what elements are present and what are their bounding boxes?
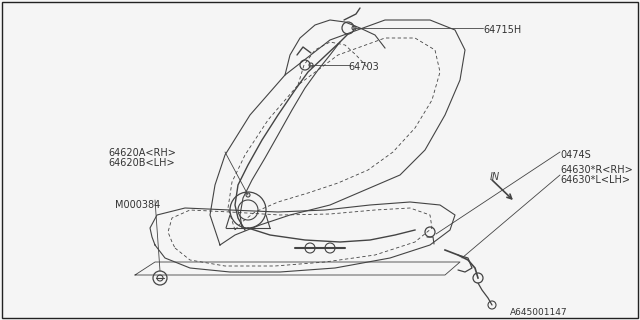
Text: A645001147: A645001147 bbox=[510, 308, 568, 317]
Text: M000384: M000384 bbox=[115, 200, 160, 210]
Text: 64715H: 64715H bbox=[483, 25, 521, 35]
Text: IN: IN bbox=[490, 172, 500, 182]
FancyArrowPatch shape bbox=[492, 180, 511, 199]
Text: 64630*R<RH>: 64630*R<RH> bbox=[560, 165, 633, 175]
Text: 64630*L<LH>: 64630*L<LH> bbox=[560, 175, 630, 185]
Text: 0474S: 0474S bbox=[560, 150, 591, 160]
Text: 64620A<RH>: 64620A<RH> bbox=[108, 148, 176, 158]
Text: 64703: 64703 bbox=[348, 62, 379, 72]
Text: 64620B<LH>: 64620B<LH> bbox=[108, 158, 175, 168]
